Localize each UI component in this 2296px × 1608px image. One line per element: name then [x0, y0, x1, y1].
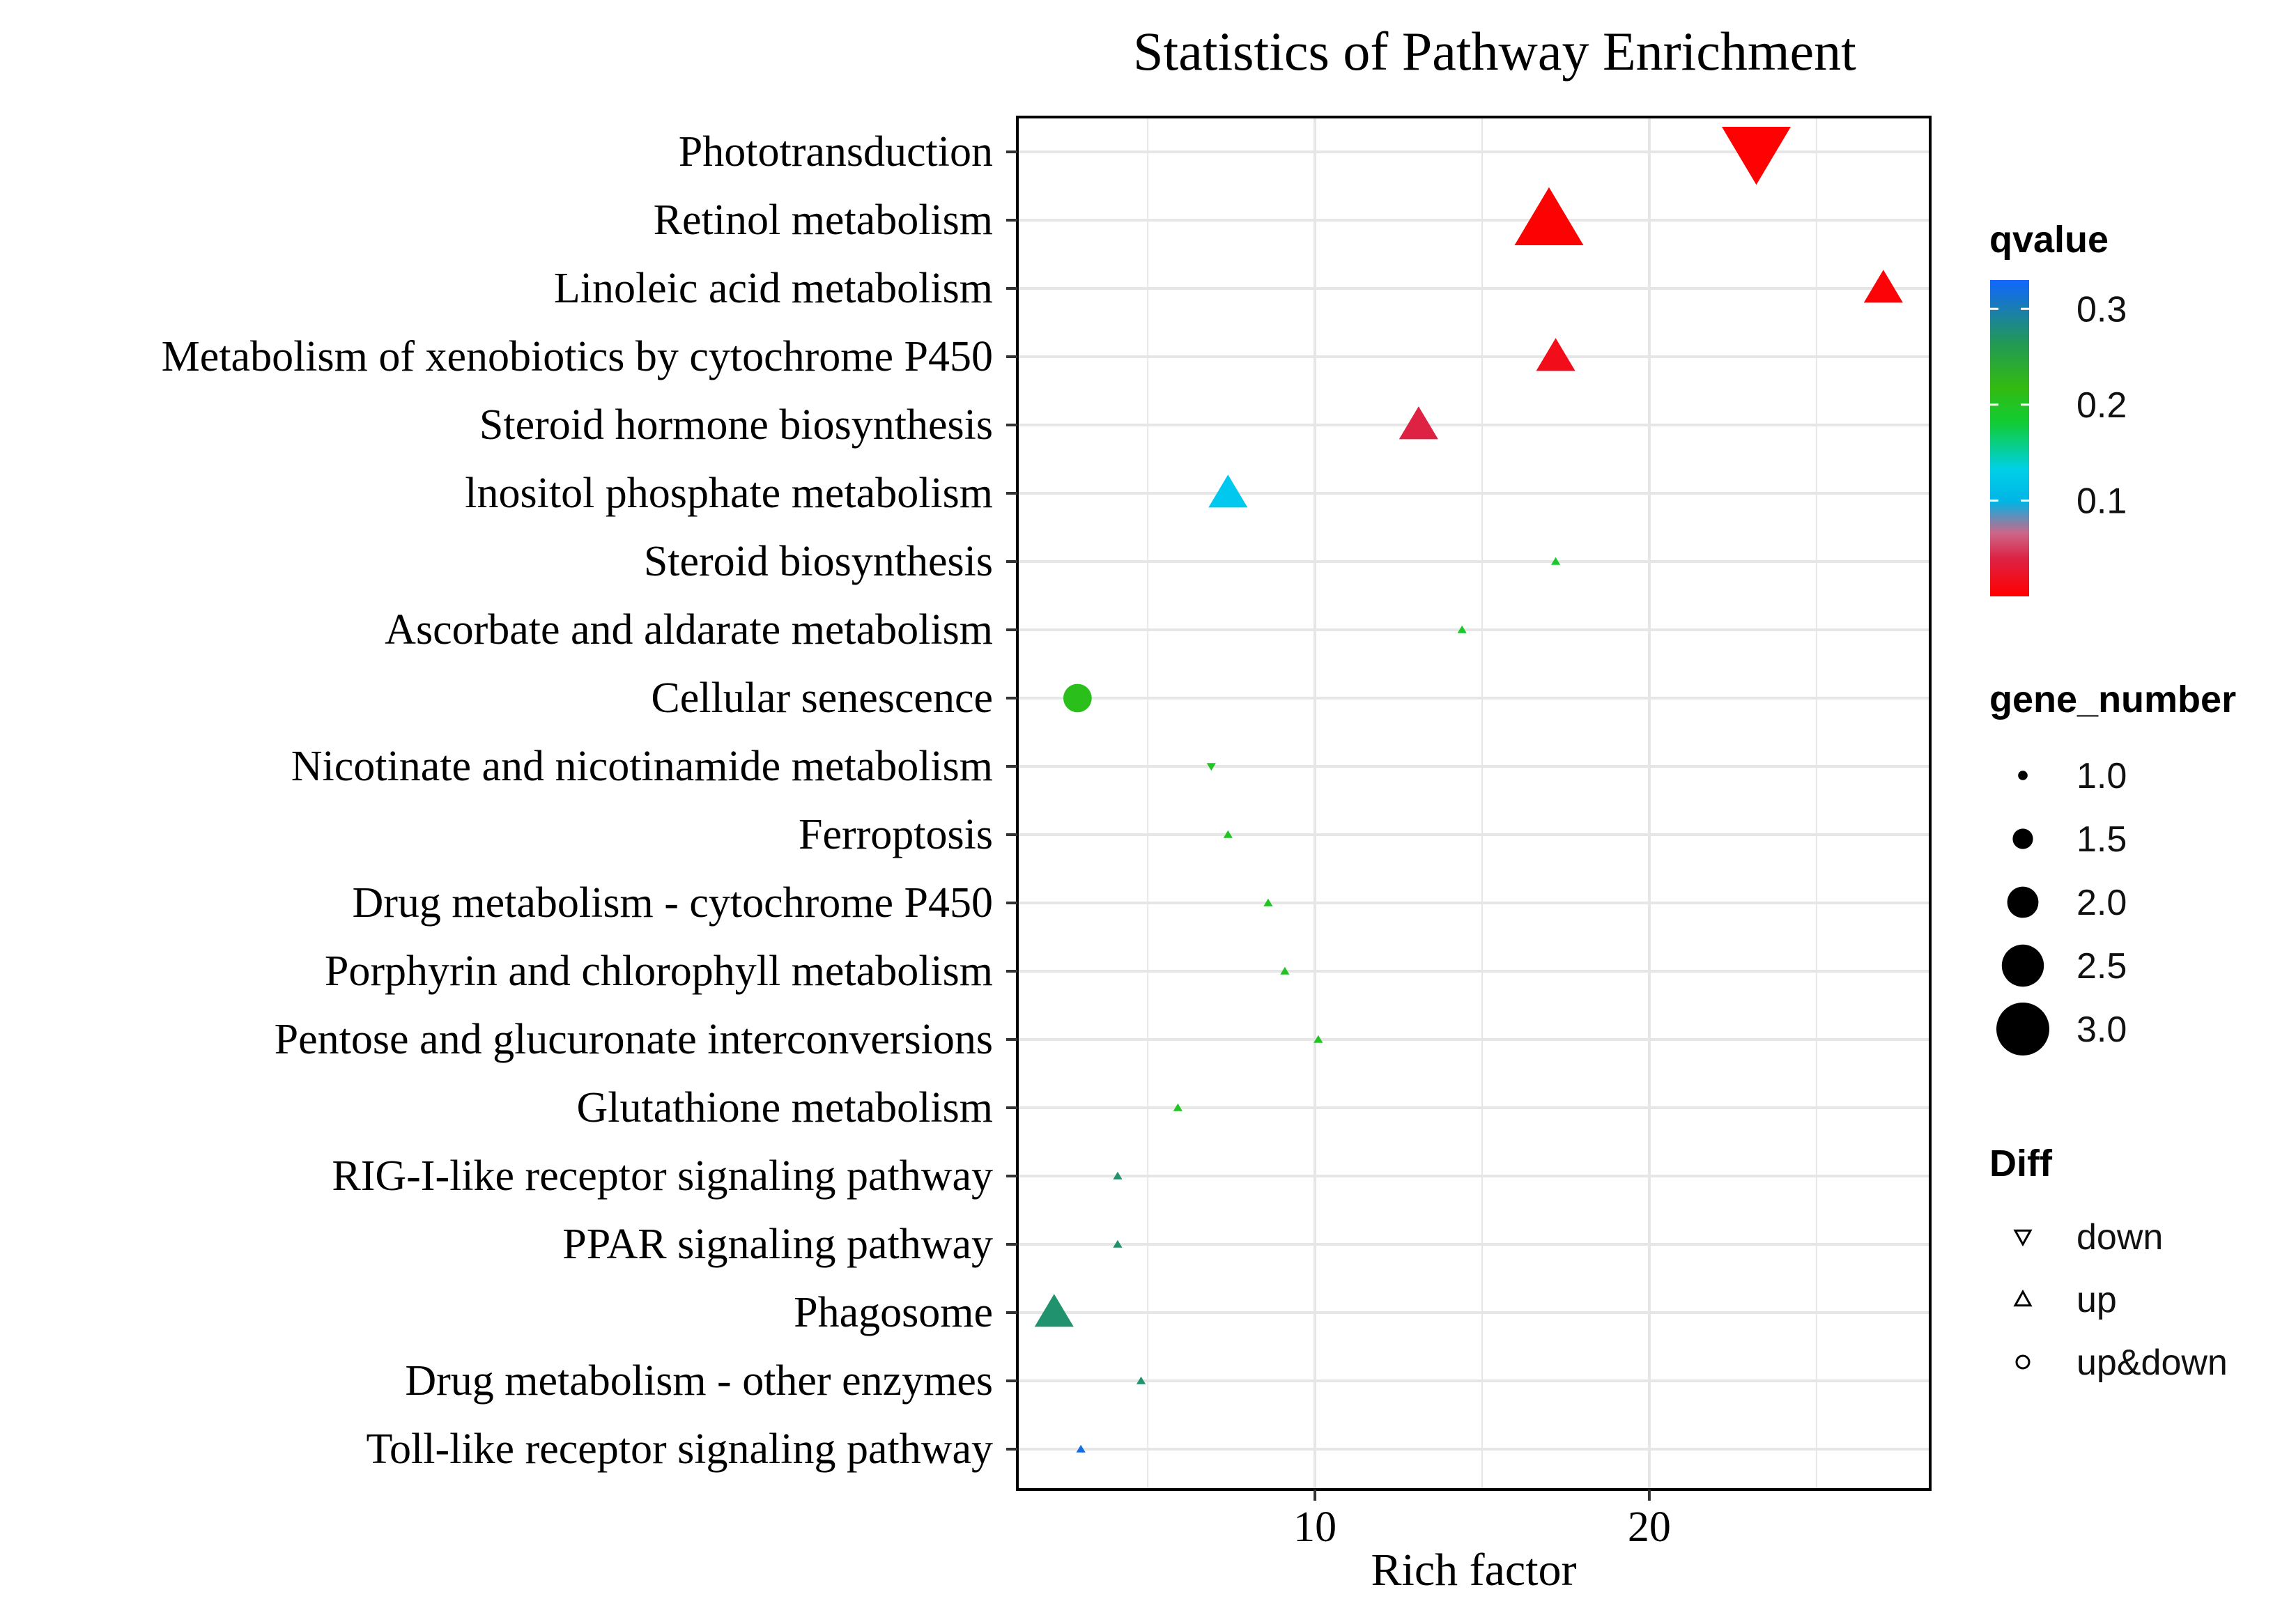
qvalue-tick-label: 0.3: [2077, 289, 2127, 330]
gene-number-key-label: 2.5: [2077, 946, 2127, 987]
x-axis: 10 20: [1293, 1490, 1671, 1551]
y-tick-label: PPAR signaling pathway: [562, 1221, 993, 1268]
data-point-up-triangle: [1034, 1294, 1074, 1327]
chart-title: Statistics of Pathway Enrichment: [1133, 21, 1856, 82]
gene-number-key-label: 1.0: [2077, 756, 2127, 796]
qvalue-tick-label: 0.1: [2077, 481, 2127, 521]
diff-key-up-triangle-icon: [2013, 1289, 2033, 1307]
data-point-down-triangle: [1206, 763, 1216, 771]
y-tick-label: lnositol phosphate metabolism: [465, 470, 993, 517]
x-tick-label: 10: [1293, 1503, 1336, 1551]
y-tick-label: Drug metabolism - cytochrome P450: [353, 879, 994, 927]
gene-number-key-label: 1.5: [2077, 819, 2127, 860]
y-tick-label: Toll-like receptor signaling pathway: [366, 1425, 993, 1473]
x-axis-title: Rich factor: [1371, 1545, 1576, 1595]
legend-diff-title: Diff: [1989, 1143, 2053, 1184]
data-point-up-triangle: [1263, 898, 1273, 906]
legend-qvalue-title: qvalue: [1989, 219, 2109, 261]
panel-border: [1016, 116, 1932, 1491]
data-point-up-triangle: [1076, 1444, 1086, 1453]
data-point-up-triangle: [1457, 625, 1467, 633]
y-tick-label: Cellular senescence: [651, 674, 993, 722]
data-point-up-triangle: [1113, 1171, 1123, 1180]
gene-number-key-circle: [1996, 1003, 2049, 1056]
data-point-circle: [1063, 683, 1092, 713]
y-tick-label: Nicotinate and nicotinamide metabolism: [291, 743, 993, 790]
diff-keys: down up up&down: [2013, 1217, 2228, 1383]
gene-number-keys: 1.0 1.5 2.0 2.5 3.0: [1996, 756, 2127, 1056]
legend-gene-number: gene_number 1.0 1.5 2.0 2.5 3.0: [1989, 679, 2236, 1056]
y-tick-label: Retinol metabolism: [654, 196, 993, 244]
y-tick-label: Glutathione metabolism: [576, 1084, 993, 1131]
legend-diff: Diff down up up&down: [1989, 1143, 2228, 1383]
gene-number-key-circle: [2018, 771, 2028, 780]
qvalue-colorbar: [1990, 280, 2029, 596]
gene-number-key-label: 3.0: [2077, 1010, 2127, 1050]
data-point-up-triangle: [1550, 557, 1561, 565]
data-point-up-triangle: [1208, 474, 1248, 508]
diff-key-circle-icon: [2015, 1354, 2031, 1370]
y-tick-label: Linoleic acid metabolism: [554, 265, 993, 312]
y-tick-label: Porphyrin and chlorophyll metabolism: [325, 948, 993, 995]
gene-number-key-circle: [2012, 828, 2033, 849]
gene-number-key-circle: [2001, 944, 2044, 987]
y-tick-label: Ascorbate and aldarate metabolism: [385, 606, 993, 654]
data-point-up-triangle: [1173, 1103, 1182, 1111]
qvalue-tick-label: 0.2: [2077, 385, 2127, 426]
diff-key-label: up: [2077, 1280, 2117, 1320]
data-point-up-triangle: [1113, 1239, 1123, 1248]
data-points: [1034, 127, 1903, 1453]
legend-gene-number-title: gene_number: [1989, 679, 2236, 720]
y-tick-label: Phototransduction: [679, 128, 993, 176]
y-tick-label: Drug metabolism - other enzymes: [405, 1357, 993, 1405]
data-point-up-triangle: [1536, 338, 1575, 371]
y-tick-label: RIG-I-like receptor signaling pathway: [332, 1152, 993, 1200]
gene-number-key-label: 2.0: [2077, 883, 2127, 923]
data-point-up-triangle: [1399, 406, 1438, 440]
data-point-up-triangle: [1863, 270, 1903, 303]
diff-key-label: down: [2077, 1217, 2163, 1258]
y-tick-label: Steroid hormone biosynthesis: [479, 401, 993, 449]
legend-qvalue: qvalue 0.3 0.2 0.1: [1989, 219, 2127, 596]
gene-number-key-circle: [2007, 886, 2039, 918]
diff-key-label: up&down: [2077, 1343, 2228, 1383]
plot-panel: [1016, 116, 1932, 1491]
data-point-up-triangle: [1223, 830, 1233, 838]
y-tick-label: Pentose and glucuronate interconversions: [275, 1016, 993, 1063]
diff-key-down-triangle-icon: [2013, 1229, 2033, 1247]
y-tick-label: Ferroptosis: [799, 811, 993, 858]
data-point-up-triangle: [1313, 1035, 1323, 1043]
x-tick-label: 20: [1628, 1503, 1671, 1551]
y-tick-label: Metabolism of xenobiotics by cytochrome …: [162, 333, 993, 380]
data-point-up-triangle: [1514, 187, 1584, 245]
y-axis-labels: Phototransduction Retinol metabolism Linol…: [162, 128, 1017, 1473]
y-tick-label: Phagosome: [794, 1289, 993, 1336]
qvalue-ticks: 0.3 0.2 0.1: [1990, 289, 2127, 521]
data-point-up-triangle: [1280, 966, 1290, 975]
data-point-up-triangle: [1136, 1376, 1146, 1384]
y-tick-label: Steroid biosynthesis: [644, 538, 993, 585]
grid-lines: [1017, 117, 1930, 1490]
panel-background: [1017, 117, 1930, 1490]
data-point-down-triangle: [1721, 127, 1791, 185]
